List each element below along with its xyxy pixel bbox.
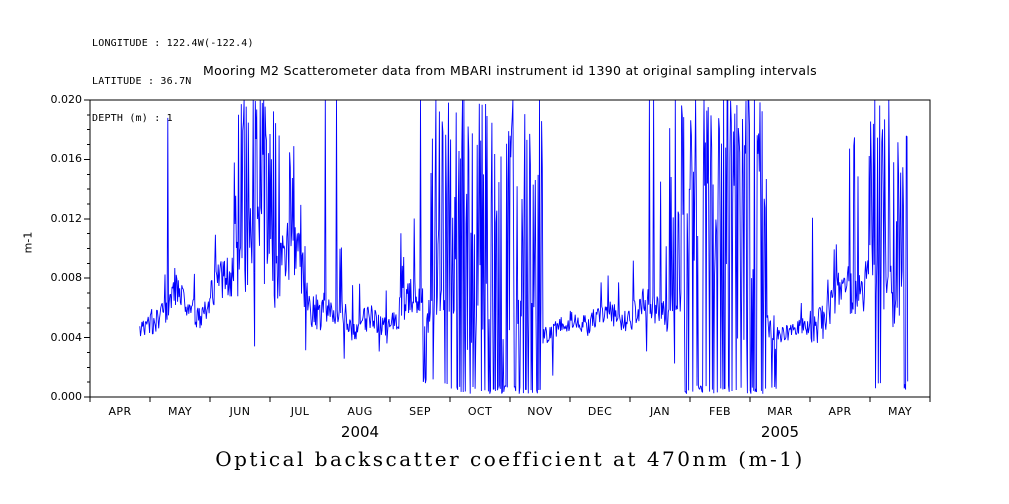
y-tick-label: 0.008 xyxy=(50,271,83,285)
year-label: 2005 xyxy=(760,423,800,441)
header-depth: DEPTH (m) : 1 xyxy=(92,113,173,124)
y-tick-label: 0.000 xyxy=(50,390,83,403)
x-tick-label: NOV xyxy=(527,405,553,418)
x-tick-label: FEB xyxy=(708,405,732,418)
x-tick-label: MAY xyxy=(167,405,193,418)
x-tick-label: MAR xyxy=(767,405,793,418)
header-latitude: LATITUDE : 36.7N xyxy=(92,75,192,87)
y-tick-label: 0.012 xyxy=(50,211,83,225)
x-tick-label: MAY xyxy=(887,405,913,418)
y-tick-label: 0.020 xyxy=(50,93,83,106)
caption: Optical backscatter coefficient at 470nm… xyxy=(215,447,805,471)
x-tick-label: APR xyxy=(828,405,852,418)
x-tick-label: AUG xyxy=(347,405,373,418)
header-block: LONGITUDE : 122.4W(-122.4) LATITUDE : 36… xyxy=(92,13,254,151)
x-tick-label: APR xyxy=(108,405,132,418)
y-tick-label: 0.016 xyxy=(50,152,83,166)
year-label: 2004 xyxy=(340,423,380,441)
x-tick-label: SEP xyxy=(409,405,431,418)
chart-title: Mooring M2 Scatterometer data from MBARI… xyxy=(203,63,817,78)
x-tick-label: JUL xyxy=(290,405,310,418)
x-tick-label: DEC xyxy=(587,405,613,418)
x-tick-label: JUN xyxy=(229,405,251,418)
y-tick-label: 0.004 xyxy=(50,330,83,344)
header-longitude: LONGITUDE : 122.4W(-122.4) xyxy=(92,38,254,49)
data-series-line xyxy=(139,99,909,394)
x-tick-label: JAN xyxy=(649,405,670,418)
x-tick-label: OCT xyxy=(467,405,493,418)
